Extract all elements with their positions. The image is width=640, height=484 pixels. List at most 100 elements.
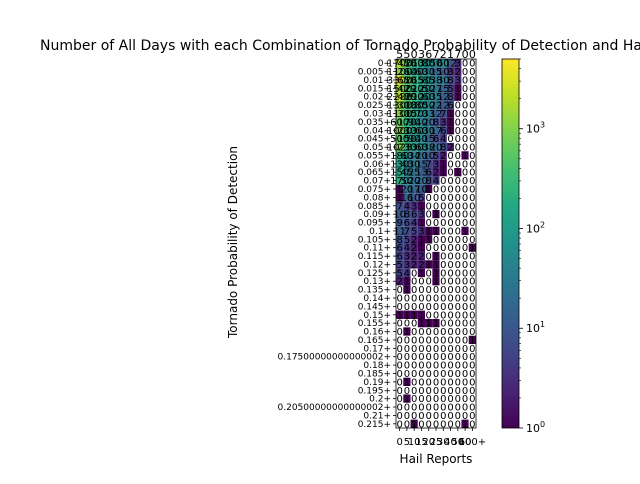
heatmap-cell <box>454 302 462 311</box>
cell-value-label: 0 <box>411 285 417 296</box>
cell-value-label: 0 <box>462 235 468 246</box>
heatmap-cell <box>432 117 440 127</box>
cell-value-label: 0 <box>447 361 453 372</box>
cell-value-label: 2 <box>411 243 417 254</box>
heatmap-cell <box>461 109 469 118</box>
cell-value-label: 33 <box>422 109 435 120</box>
heatmap-cell <box>396 151 404 160</box>
cell-value-label: 0 <box>404 302 410 313</box>
cell-value-label: 0 <box>411 319 417 330</box>
heatmap-cell <box>432 235 440 244</box>
cell-value-label: 600 <box>390 117 409 128</box>
cell-value-label: 0 <box>440 294 446 305</box>
heatmap-cell <box>432 377 440 387</box>
heatmap-cell <box>446 243 455 252</box>
heatmap-cell <box>396 369 404 378</box>
cell-value-label: 1100 <box>387 109 412 120</box>
cell-value-label: 0 <box>469 67 475 78</box>
cell-value-label: 130 <box>405 126 424 137</box>
cell-value-label: 0 <box>462 361 468 372</box>
cell-value-label: 0 <box>455 226 461 237</box>
cell-value-label: 0 <box>396 344 402 355</box>
heatmap-cell <box>417 235 426 244</box>
cell-value-label: 0 <box>440 184 446 195</box>
heatmap-cell <box>410 293 418 303</box>
cell-value-label: 15 <box>437 84 450 95</box>
heatmap-cell <box>454 268 462 278</box>
heatmap-cell <box>461 84 469 93</box>
cell-value-label: 0 <box>469 377 475 388</box>
heatmap-cell <box>425 419 433 428</box>
heatmap-cell <box>403 142 411 152</box>
heatmap-cell <box>417 251 426 261</box>
heatmap-cell <box>432 75 440 85</box>
cell-value-label: 1 <box>433 319 439 330</box>
cell-value-label: 15 <box>422 134 435 145</box>
cell-value-label: 1 <box>447 117 453 128</box>
heatmap-cell <box>432 302 440 311</box>
heatmap-cell <box>439 226 447 236</box>
y-tick-label: 0.03+ <box>363 110 391 120</box>
top-row-label: 7 <box>433 48 440 61</box>
cell-value-label: 0 <box>462 109 468 120</box>
cell-value-label: 0 <box>440 310 446 321</box>
heatmap-cell <box>439 360 447 370</box>
heatmap-cell <box>446 352 455 361</box>
cell-value-label: 0 <box>462 243 468 254</box>
heatmap-cell <box>439 260 447 269</box>
colorbar-tick-label: 100 <box>526 420 545 435</box>
heatmap-cell <box>410 100 418 110</box>
cell-value-label: 1300 <box>387 101 412 112</box>
cell-value-label: 80 <box>422 59 435 70</box>
heatmap-cell <box>446 109 455 118</box>
heatmap-cell <box>417 193 426 202</box>
heatmap-cell <box>468 117 476 127</box>
cell-value-label: 2 <box>433 168 439 179</box>
heatmap-cell <box>446 277 455 286</box>
heatmap-cell <box>417 226 426 236</box>
cell-value-label: 0 <box>447 352 453 363</box>
heatmap-cell <box>410 402 418 412</box>
cell-value-label: 0 <box>455 210 461 221</box>
heatmap-cell <box>417 84 426 93</box>
cell-value-label: 0 <box>455 361 461 372</box>
cell-value-label: 0 <box>447 210 453 221</box>
cell-value-label: 0 <box>440 361 446 372</box>
cell-value-label: 1 <box>440 159 446 170</box>
y-tick-label: 0.2+ <box>369 395 391 405</box>
cell-value-label: 0 <box>440 403 446 414</box>
cell-value-label: 0 <box>433 419 439 430</box>
cell-value-label: 0 <box>440 411 446 422</box>
heatmap-cell <box>410 201 418 210</box>
heatmap-cell <box>454 360 462 370</box>
cell-value-label: 0 <box>418 302 424 313</box>
heatmap-cell <box>454 335 462 345</box>
heatmap-cell <box>396 67 404 76</box>
cell-value-label: 0 <box>462 277 468 288</box>
heatmap-cell <box>468 352 476 361</box>
heatmap-cell <box>454 117 462 127</box>
heatmap-cell <box>403 84 411 93</box>
heatmap-cell <box>446 335 455 345</box>
cell-value-label: 0 <box>469 285 475 296</box>
cell-value-label: 0 <box>418 403 424 414</box>
heatmap-cell <box>417 260 426 269</box>
cell-value-label: 3 <box>433 159 439 170</box>
cell-value-label: 0 <box>447 319 453 330</box>
colorbar: 100 101 102 103 <box>501 58 545 435</box>
heatmap-cell <box>468 360 476 370</box>
y-tick-label: 0.085+ <box>358 202 391 212</box>
cell-value-label: 0 <box>447 377 453 388</box>
cell-value-label: 265 <box>405 75 424 86</box>
cell-value-label: 3 <box>418 226 424 237</box>
heatmap-cell <box>432 293 440 303</box>
cell-value-label: 0 <box>447 419 453 430</box>
cell-value-label: 0 <box>411 386 417 397</box>
top-row-label: 6 <box>425 48 432 61</box>
cell-value-label: 0 <box>447 411 453 422</box>
cell-value-label: 0 <box>440 386 446 397</box>
heatmap-cell <box>425 260 433 269</box>
heatmap-cell <box>439 327 447 336</box>
cell-value-label: 0 <box>411 277 417 288</box>
cell-value-label: 0 <box>462 386 468 397</box>
